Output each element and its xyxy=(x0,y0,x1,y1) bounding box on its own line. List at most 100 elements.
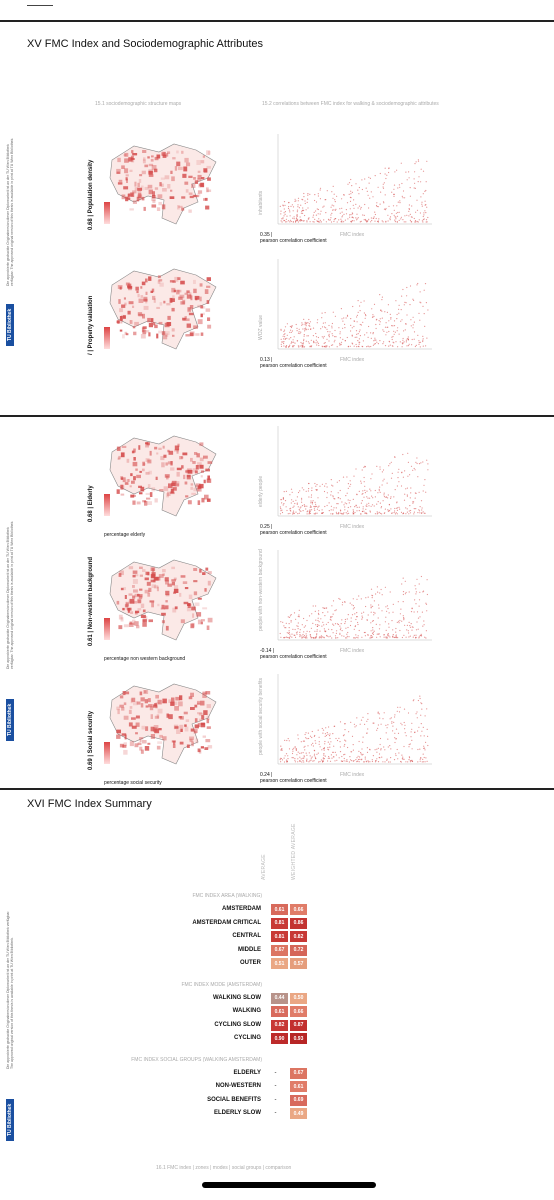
sidebar-text: Die approbierte gedruckte Originalversio… xyxy=(6,910,14,1069)
correlation-coefficient: 0.13 | pearson correlation coefficient xyxy=(260,357,327,369)
summary-caption: 16.1 FMC index | zones | modes | social … xyxy=(156,1165,292,1171)
coef-subtitle: pearson correlation coefficient xyxy=(260,363,327,369)
row-label: 0.68 | Elderly xyxy=(88,485,94,522)
y-axis-label: WOZ value xyxy=(258,314,264,340)
map-caption: percentage social security xyxy=(104,780,162,786)
correlation-coefficient: 0.35 | pearson correlation coefficient xyxy=(260,232,327,244)
coef-subtitle: pearson correlation coefficient xyxy=(260,530,327,536)
coef-value: 0.13 | xyxy=(260,357,273,363)
table-row-label: MIDDLE xyxy=(238,946,261,953)
sociodemographic-map xyxy=(104,432,224,527)
sidebar: Die approbierte gedruckte Originalversio… xyxy=(2,132,18,382)
table-row-label: SOCIAL BENEFITS xyxy=(207,1096,261,1103)
average-cell-empty: - xyxy=(274,1069,277,1076)
table-row-label: NON-WESTERN xyxy=(215,1083,261,1089)
coef-value: 0.24 | xyxy=(260,772,273,778)
table-row-label: CENTRAL xyxy=(232,933,261,939)
y-axis-label: inhabitants xyxy=(258,190,264,215)
x-axis-label: FMC index xyxy=(340,232,365,238)
average-cell: 0.44 xyxy=(271,992,288,1004)
sociodemographic-map xyxy=(104,680,224,775)
y-axis-label: people with social security benefits xyxy=(258,678,264,755)
weighted-average-cell: 0.66 xyxy=(290,904,307,915)
row-label: / | Property valuation xyxy=(88,295,94,355)
table-row-label: WALKING SLOW xyxy=(213,994,261,1001)
table-row-label: WALKING xyxy=(232,1008,261,1014)
table-group-header: FMC INDEX SOCIAL GROUPS (WALKING AMSTERD… xyxy=(131,1056,262,1063)
weighted-average-cell: 0.72 xyxy=(290,944,307,956)
row-label: 0.69 | Social security xyxy=(88,710,94,770)
map-caption: percentage non western background xyxy=(104,656,186,662)
average-cell-empty: - xyxy=(274,1110,277,1116)
weighted-average-cell: 0.49 xyxy=(290,1108,307,1119)
average-cell: 0.90 xyxy=(271,1033,288,1044)
weighted-average-cell: 0.69 xyxy=(290,1094,307,1106)
sidebar-text: Die approbierte gedruckte Originalversio… xyxy=(6,137,14,286)
average-cell-empty: - xyxy=(274,1083,277,1089)
coef-subtitle: pearson correlation coefficient xyxy=(260,654,327,660)
sociodemographic-map xyxy=(104,556,224,651)
average-cell: 0.81 xyxy=(271,931,288,942)
library-logo: TU Bibliothek xyxy=(6,304,14,346)
weighted-average-cell: 0.87 xyxy=(290,1019,307,1031)
x-axis-label: FMC index xyxy=(340,524,365,530)
average-cell-empty: - xyxy=(274,1096,277,1103)
average-cell: 0.81 xyxy=(271,917,288,929)
table-row-label: ELDERLY xyxy=(233,1069,261,1076)
correlation-coefficient: 0.25 | pearson correlation coefficient xyxy=(260,524,327,536)
page-divider xyxy=(0,20,554,22)
weighted-average-cell: 0.50 xyxy=(290,992,307,1004)
section-title: XV FMC Index and Sociodemographic Attrib… xyxy=(27,38,264,50)
correlation-coefficient: -0.14 | pearson correlation coefficient xyxy=(260,648,327,660)
weighted-average-cell: 0.67 xyxy=(290,1067,307,1079)
weighted-average-cell: 0.93 xyxy=(290,1033,307,1044)
page-divider xyxy=(0,415,554,417)
x-axis-label: FMC index xyxy=(340,648,365,654)
table-row-label: CYCLING xyxy=(234,1035,261,1041)
home-indicator[interactable] xyxy=(202,1182,376,1188)
scatter-plot xyxy=(268,259,432,360)
sociodemographic-map xyxy=(104,265,224,360)
x-axis-label: FMC index xyxy=(340,772,365,778)
map-legend xyxy=(104,202,110,224)
table-row-label: AMSTERDAM xyxy=(222,906,261,912)
table-row-label: AMSTERDAM CRITICAL xyxy=(192,919,261,926)
average-cell: 0.61 xyxy=(271,904,288,915)
weighted-average-cell: 0.57 xyxy=(290,958,307,969)
scatter-plot xyxy=(268,550,432,651)
page-divider xyxy=(0,788,554,790)
scatter-plot xyxy=(268,134,432,235)
map-caption: percentage elderly xyxy=(104,532,146,538)
x-axis-label: FMC index xyxy=(340,357,365,363)
table-row-label: CYCLING SLOW xyxy=(214,1021,261,1028)
table-group-header: FMC INDEX MODE (AMSTERDAM) xyxy=(181,981,262,988)
weighted-average-cell: 0.82 xyxy=(290,931,307,942)
average-cell: 0.67 xyxy=(271,944,288,956)
coef-value: 0.25 | xyxy=(260,524,273,530)
sidebar: Die approbierte gedruckte Originalversio… xyxy=(2,515,18,780)
row-label: 0.68 | Population density xyxy=(88,159,94,230)
average-cell: 0.82 xyxy=(271,1019,288,1031)
average-cell: 0.51 xyxy=(271,958,288,969)
y-axis-label: people with non-western background xyxy=(258,549,264,631)
top-rule xyxy=(27,5,53,6)
correlations-caption: 15.2 correlations between FMC index for … xyxy=(262,101,439,107)
library-logo: TU Bibliothek xyxy=(6,699,14,741)
scatter-plot xyxy=(268,426,432,527)
library-logo: TU Bibliothek xyxy=(6,1099,14,1141)
average-cell: 0.61 xyxy=(271,1006,288,1017)
sociodemographic-map xyxy=(104,140,224,235)
weighted-average-cell: 0.86 xyxy=(290,917,307,929)
map-legend xyxy=(104,618,110,640)
coef-value: 0.35 | xyxy=(260,232,273,238)
weighted-average-cell: 0.61 xyxy=(290,1081,307,1092)
scatter-plot xyxy=(268,674,432,775)
weighted-average-cell: 0.66 xyxy=(290,1006,307,1017)
table-row-label: ELDERLY SLOW xyxy=(213,1110,261,1116)
sidebar: Die approbierte gedruckte Originalversio… xyxy=(2,905,18,1175)
coef-value: -0.14 | xyxy=(260,648,275,654)
map-legend xyxy=(104,327,110,349)
col-header-average: AVERAGE xyxy=(261,854,267,880)
maps-caption: 15.1 sociodemographic structure maps xyxy=(95,101,182,107)
coef-subtitle: pearson correlation coefficient xyxy=(260,778,327,784)
